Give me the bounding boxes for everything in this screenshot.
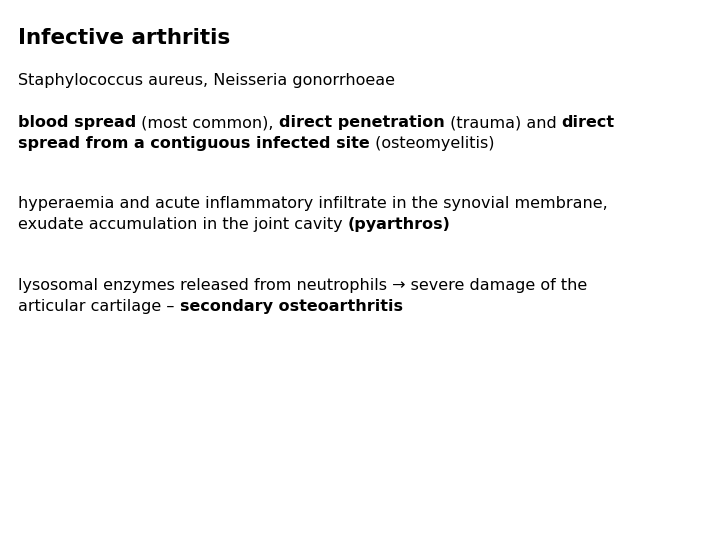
Text: (pyarthros): (pyarthros)	[348, 217, 451, 232]
Text: direct penetration: direct penetration	[279, 115, 445, 130]
Text: lysosomal enzymes released from neutrophils → severe damage of the: lysosomal enzymes released from neutroph…	[18, 278, 588, 293]
Text: Infective arthritis: Infective arthritis	[18, 28, 230, 48]
Text: exudate accumulation in the joint cavity: exudate accumulation in the joint cavity	[18, 217, 348, 232]
Text: articular cartilage –: articular cartilage –	[18, 299, 179, 314]
Text: spread from a contiguous infected site: spread from a contiguous infected site	[18, 136, 370, 151]
Text: Staphylococcus aureus, Neisseria gonorrhoeae: Staphylococcus aureus, Neisseria gonorrh…	[18, 73, 395, 88]
Text: direct: direct	[562, 115, 615, 130]
Text: (most common),: (most common),	[136, 115, 279, 130]
Text: (trauma) and: (trauma) and	[445, 115, 562, 130]
Text: hyperaemia and acute inflammatory infiltrate in the synovial membrane,: hyperaemia and acute inflammatory infilt…	[18, 196, 608, 211]
Text: (osteomyelitis): (osteomyelitis)	[370, 136, 494, 151]
Text: secondary osteoarthritis: secondary osteoarthritis	[179, 299, 402, 314]
Text: blood spread: blood spread	[18, 115, 136, 130]
